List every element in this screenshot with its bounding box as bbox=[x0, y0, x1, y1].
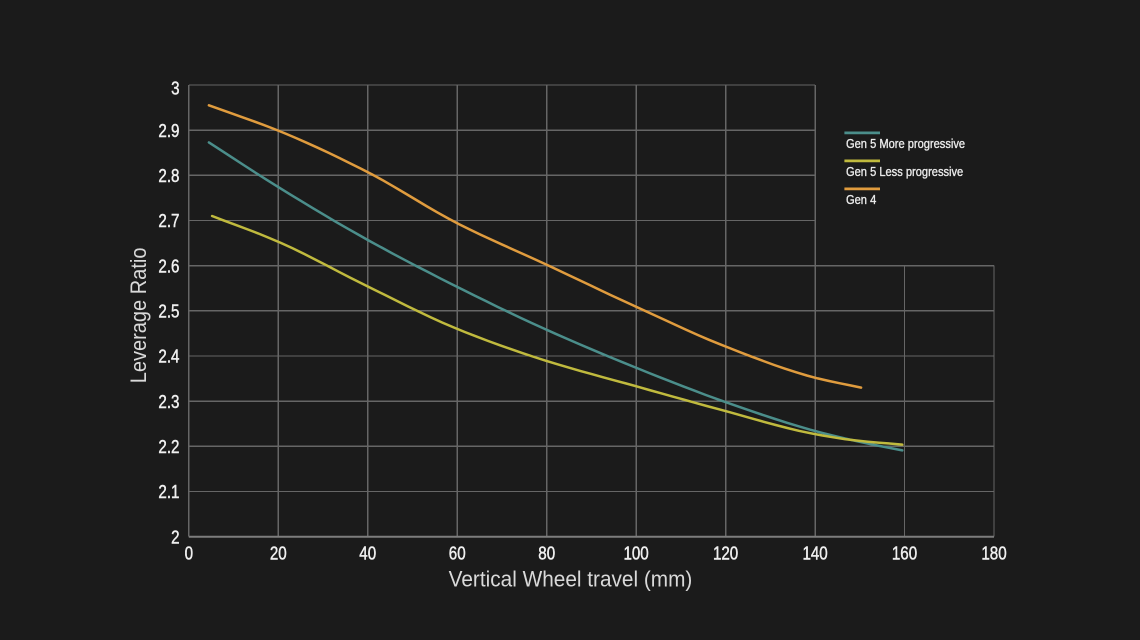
svg-text:60: 60 bbox=[449, 543, 466, 564]
svg-text:Gen 5 Less progressive: Gen 5 Less progressive bbox=[846, 164, 963, 179]
svg-text:2.9: 2.9 bbox=[158, 120, 179, 141]
svg-text:120: 120 bbox=[713, 543, 738, 564]
svg-text:140: 140 bbox=[802, 543, 827, 564]
svg-text:Leverage Ratio: Leverage Ratio bbox=[126, 248, 151, 384]
svg-text:Gen 5 More progressive: Gen 5 More progressive bbox=[846, 136, 965, 151]
svg-text:2.5: 2.5 bbox=[158, 301, 179, 322]
svg-text:2.4: 2.4 bbox=[158, 346, 179, 367]
svg-text:20: 20 bbox=[270, 543, 287, 564]
svg-text:2.7: 2.7 bbox=[158, 211, 179, 232]
svg-text:2.8: 2.8 bbox=[158, 165, 179, 186]
svg-text:40: 40 bbox=[359, 543, 376, 564]
svg-text:180: 180 bbox=[981, 543, 1006, 564]
svg-text:Vertical Wheel travel (mm): Vertical Wheel travel (mm) bbox=[449, 566, 693, 592]
svg-text:2.6: 2.6 bbox=[158, 256, 179, 277]
svg-text:Gen 4: Gen 4 bbox=[846, 192, 876, 207]
svg-text:2.2: 2.2 bbox=[158, 437, 179, 458]
svg-text:2.3: 2.3 bbox=[158, 391, 179, 412]
svg-text:100: 100 bbox=[623, 543, 648, 564]
svg-text:0: 0 bbox=[185, 543, 193, 564]
svg-text:160: 160 bbox=[892, 543, 917, 564]
svg-text:2.1: 2.1 bbox=[158, 482, 179, 503]
svg-text:2: 2 bbox=[171, 527, 179, 548]
svg-text:3: 3 bbox=[171, 78, 179, 99]
svg-text:80: 80 bbox=[538, 543, 555, 564]
